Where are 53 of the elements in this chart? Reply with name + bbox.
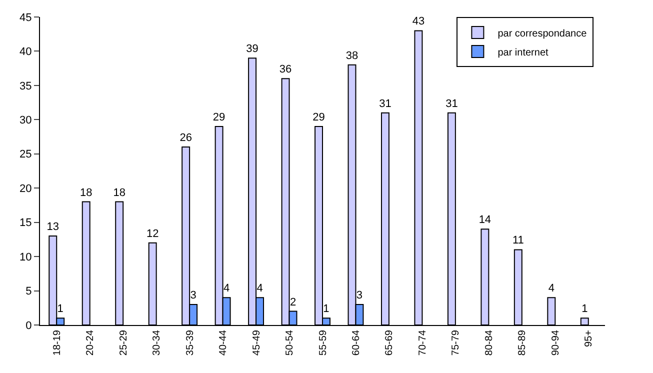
data-label: 4 [548, 282, 554, 295]
x-tick-label: 45-49 [251, 330, 262, 356]
y-tick-label: 25 [20, 148, 32, 161]
x-tick-label: 55-59 [318, 330, 329, 356]
data-label: 39 [246, 43, 258, 56]
data-label: 31 [379, 98, 392, 110]
data-label: 18 [113, 186, 126, 199]
y-tick-label: 45 [20, 12, 32, 24]
x-tick-label: 35-39 [184, 330, 196, 356]
x-tick-label: 20-24 [85, 330, 96, 356]
data-label: 18 [80, 186, 92, 199]
y-tick-label: 30 [20, 114, 32, 127]
data-label: 11 [512, 234, 524, 247]
y-tick-label: 15 [20, 217, 32, 230]
data-label: 13 [46, 221, 60, 234]
data-label: 43 [412, 16, 425, 28]
y-tick-label: 40 [20, 46, 32, 58]
x-tick-label: 65-69 [384, 330, 396, 356]
y-tick-label: 20 [20, 182, 32, 195]
data-label: 4 [256, 282, 263, 295]
x-tick-label: 80-84 [484, 330, 495, 356]
x-tick-label: 25-29 [118, 330, 130, 356]
x-tick-label: 40-44 [218, 330, 230, 356]
data-label: 2 [290, 296, 296, 308]
data-label: 26 [180, 132, 192, 144]
x-tick-label: 90-94 [550, 330, 562, 356]
data-label: 38 [346, 50, 358, 62]
y-tick-label: 5 [26, 286, 32, 298]
x-tick-label: 18-19 [52, 330, 63, 356]
x-tick-label: 30-34 [152, 330, 163, 356]
legend-label: par internet [498, 47, 549, 58]
y-tick-label: 35 [20, 80, 32, 92]
data-label: 36 [279, 64, 292, 76]
data-label: 1 [57, 303, 64, 316]
y-tick-label: 0 [26, 320, 32, 332]
data-label: 4 [223, 282, 230, 295]
legend-label: par correspondance [498, 28, 588, 40]
data-label: 12 [146, 228, 159, 240]
data-label: 31 [446, 98, 458, 110]
x-tick-label: 75-79 [450, 330, 462, 356]
x-tick-label: 85-89 [517, 330, 528, 356]
y-tick-label: 10 [20, 251, 32, 264]
data-label: 3 [190, 289, 196, 302]
x-tick-label: 60-64 [350, 330, 362, 356]
data-label: 1 [323, 303, 330, 316]
x-tick-label: 95+ [584, 330, 595, 347]
data-label: 1 [582, 303, 588, 316]
data-label: 14 [478, 214, 492, 226]
data-label: 29 [312, 112, 325, 124]
data-label: 3 [356, 289, 363, 302]
x-tick-label: 50-54 [284, 330, 296, 356]
x-tick-label: 70-74 [417, 330, 428, 356]
data-label: 29 [212, 112, 226, 124]
